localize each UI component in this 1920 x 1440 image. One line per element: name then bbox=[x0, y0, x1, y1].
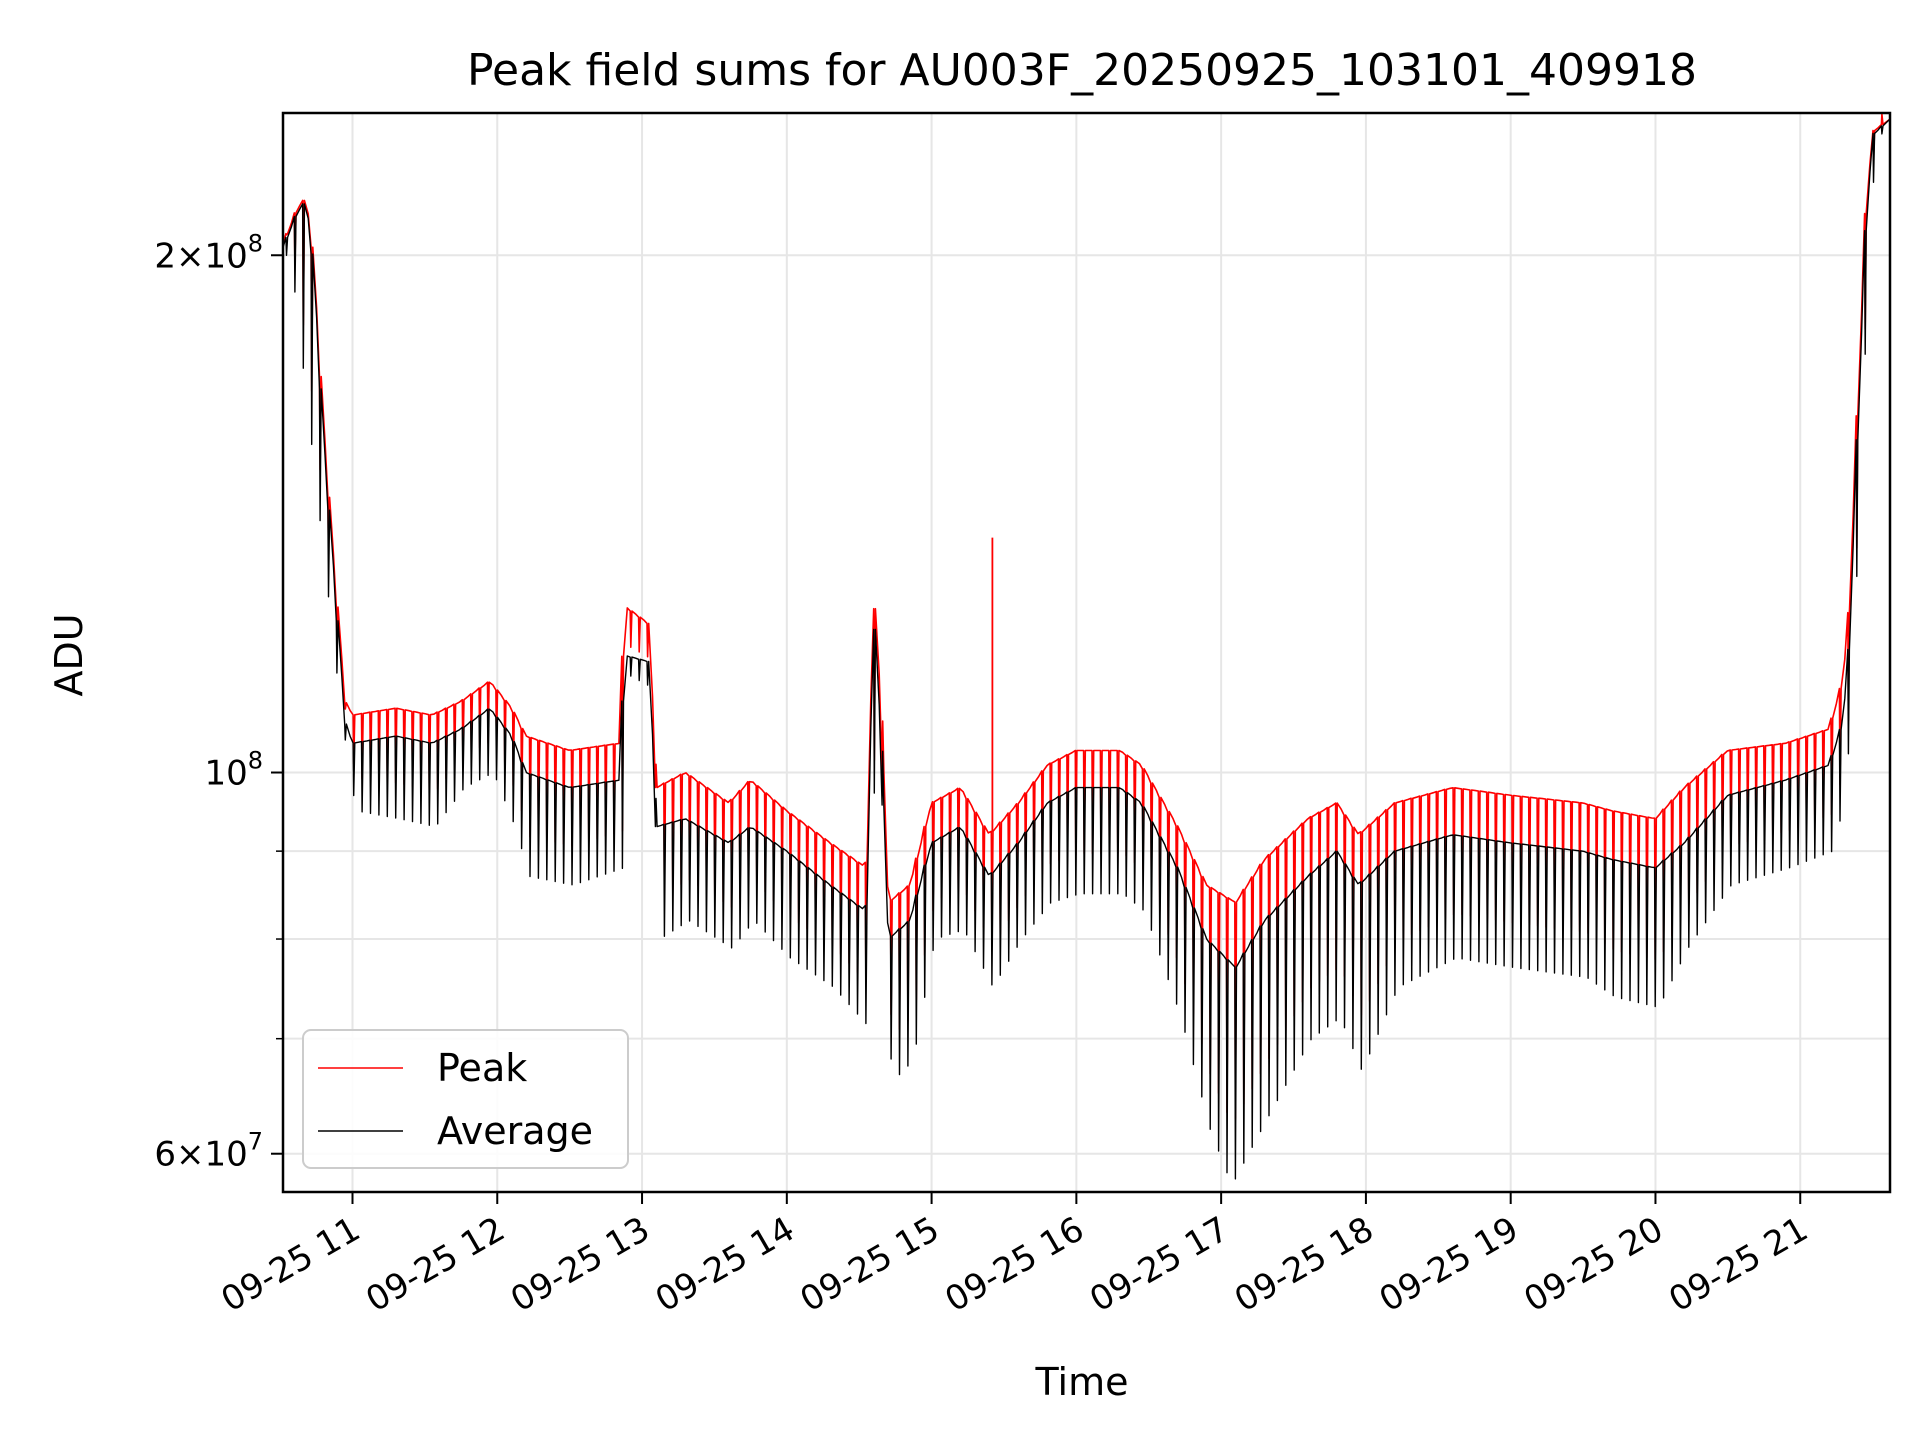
y-tick-label: 2×108 bbox=[154, 229, 263, 276]
y-tick-exponent: 8 bbox=[248, 747, 263, 775]
plot-frame bbox=[281, 111, 1892, 1194]
legend-peak-label: Peak bbox=[437, 1046, 527, 1090]
series-peak-line bbox=[283, 113, 1890, 1120]
series-layer bbox=[283, 113, 1890, 1180]
y-tick-base: 10 bbox=[204, 1135, 247, 1175]
legend-average-label: Average bbox=[437, 1109, 593, 1153]
y-tick-base: 10 bbox=[204, 754, 247, 794]
y-tick-label: 108 bbox=[204, 747, 263, 794]
grid bbox=[283, 113, 1890, 1192]
y-tick-multiply: × bbox=[176, 1135, 205, 1175]
legend-box bbox=[302, 1029, 629, 1169]
chart-title: Peak field sums for AU003F_20250925_1031… bbox=[467, 45, 1697, 96]
series-average-line bbox=[283, 118, 1890, 1180]
y-tick-mantissa: 6 bbox=[154, 1135, 176, 1175]
y-tick-exponent: 7 bbox=[248, 1128, 263, 1156]
y-tick-exponent: 8 bbox=[248, 229, 263, 257]
y-tick-label: 6×107 bbox=[154, 1128, 263, 1175]
x-axis-label: Time bbox=[1035, 1360, 1129, 1404]
legend: Peak Average bbox=[302, 1029, 629, 1169]
y-axis-label: ADU bbox=[47, 613, 91, 696]
y-tick-base: 10 bbox=[204, 236, 247, 276]
y-tick-mantissa: 2 bbox=[154, 236, 176, 276]
series-clip-group bbox=[283, 113, 1890, 1180]
y-tick-multiply: × bbox=[176, 236, 205, 276]
